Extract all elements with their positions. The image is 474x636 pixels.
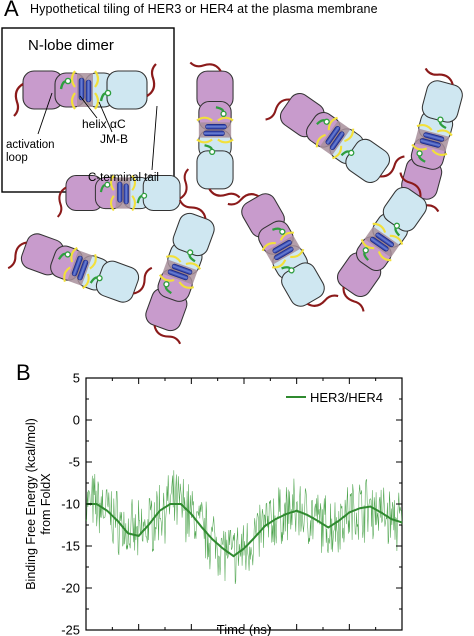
tiling-diagram: N-lobe dimer helix αC JM-B activation loo…: [1, 27, 463, 345]
panel-a-letter: A: [4, 0, 19, 21]
energy-chart: 05010015020025030050-5-10-15-20-25 HER3/…: [24, 371, 413, 636]
x-axis-label: Time (ns): [217, 622, 271, 636]
y-tick-label: 0: [73, 413, 80, 428]
dimer-tiles: [7, 61, 463, 345]
x-tick-label: 250: [338, 633, 360, 636]
series-smoothed-line: [86, 503, 403, 558]
dimer-tile-8: [337, 172, 427, 312]
panel-b-letter: B: [16, 360, 31, 385]
y-tick-label: -15: [61, 539, 80, 554]
y-tick-label: -10: [61, 497, 80, 512]
dimer-tile-3: [7, 233, 153, 303]
series-raw-line: [85, 470, 403, 585]
x-tick-label: 200: [286, 633, 308, 636]
y-tick-label: -25: [61, 623, 80, 636]
inset-box: [1, 27, 175, 193]
label-jmb: JM-B: [100, 132, 128, 146]
dimer-tile-5: [227, 193, 339, 307]
y-axis-label-line2: from FoldX: [39, 473, 53, 535]
x-tick-label: 300: [391, 633, 413, 636]
inset-labels: helix αC JM-B activation loop C-terminal …: [6, 92, 159, 184]
x-tick-label: 0: [82, 633, 89, 636]
dimer-tile-2: [56, 168, 190, 218]
y-tick-label: -20: [61, 581, 80, 596]
raw-energy-trace: [85, 470, 403, 585]
inset-dimer: [13, 63, 157, 117]
chart-axes: [85, 377, 403, 631]
chart-ticks: 05010015020025030050-5-10-15-20-25: [61, 371, 413, 636]
label-c-terminal-tail: C-terminal tail: [88, 172, 159, 184]
x-tick-label: 50: [131, 633, 145, 636]
inset-dimer-unit: [13, 63, 157, 117]
smoothed-energy-trace: [86, 503, 403, 558]
y-tick-label: -5: [68, 455, 80, 470]
x-tick-label: 100: [180, 633, 202, 636]
label-helix: helix αC: [82, 117, 126, 131]
legend-label: HER3/HER4: [310, 390, 383, 405]
x-tick-label: 150: [233, 633, 255, 636]
label-activation-loop: activation loop: [6, 139, 55, 164]
dimer-tile-6: [265, 93, 405, 183]
dimer-tile-1: [189, 61, 241, 199]
inset-title: N-lobe dimer: [28, 37, 114, 54]
dimer-tile-4: [145, 199, 215, 345]
chart-legend: HER3/HER4: [286, 390, 383, 405]
y-axis-label: Binding Free Energy (kcal/mol): [24, 418, 38, 590]
y-tick-label: 5: [73, 371, 80, 386]
panel-a-title: Hypothetical tiling of HER3 or HER4 at t…: [30, 2, 378, 16]
plot-frame: [85, 377, 403, 631]
